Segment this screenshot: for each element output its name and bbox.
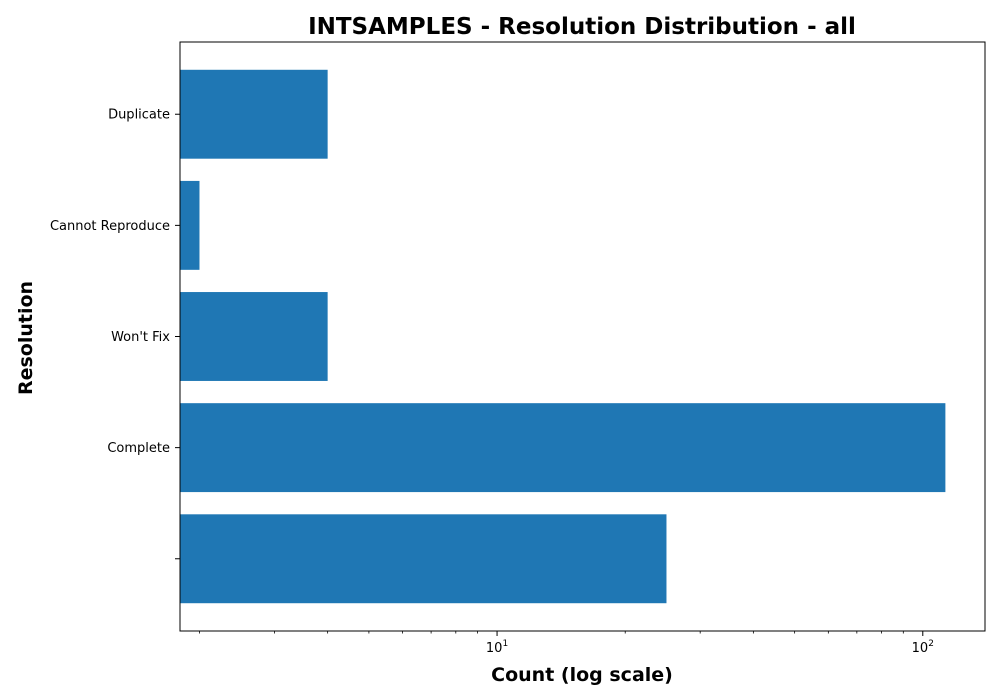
bar [180, 292, 328, 381]
bar [180, 514, 667, 604]
bar [180, 180, 200, 270]
plot-frame [179, 41, 986, 632]
chart-title: INTSAMPLES - Resolution Distribution - a… [308, 14, 856, 40]
y-axis-label: Resolution [15, 281, 37, 395]
x-axis-label: Count (log scale) [491, 664, 673, 686]
x-tick-label: 102 [912, 639, 934, 656]
y-tick-label: Cannot Reproduce [50, 219, 170, 234]
bar [180, 403, 946, 493]
y-tick-label: Duplicate [108, 108, 170, 123]
bar [180, 69, 328, 159]
plot-area: Complete Won't Fix Cannot Reproduce Duplica… [50, 41, 986, 656]
x-tick-label: 101 [486, 639, 508, 656]
y-tick-label: Won't Fix [111, 330, 170, 345]
y-tick-label: Complete [107, 441, 170, 456]
